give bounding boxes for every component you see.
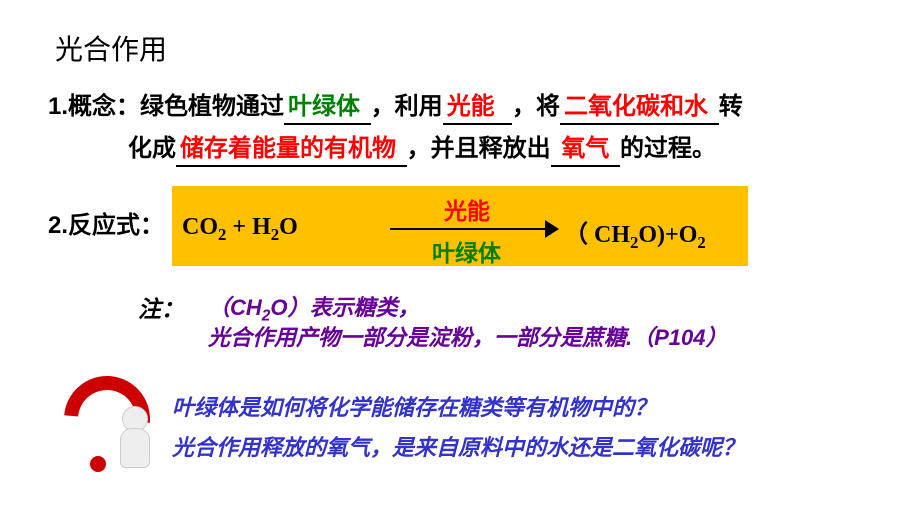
concept-t1: 绿色植物通过	[140, 93, 284, 120]
note-line-2: 光合作用产物一部分是淀粉，一部分是蔗糖.（P104）	[208, 320, 728, 352]
reaction-arrow-line	[390, 228, 550, 230]
concept-line-1: 1.概念：绿色植物通过叶绿体 ，利用光能 ，将二氧化碳和水 转	[48, 86, 743, 125]
blank-co2-water: 二氧化碳和水	[564, 93, 708, 120]
blank-light-energy: 光能	[447, 93, 495, 120]
question-mark-icon	[50, 376, 160, 476]
question-2: 光合作用释放的氧气，是来自原料中的水还是二氧化碳呢？	[172, 430, 744, 462]
concept-t3: ，将	[512, 93, 560, 120]
page-title: 光合作用	[55, 28, 167, 68]
question-1: 叶绿体是如何将化学能储存在糖类等有机物中的？	[172, 390, 656, 422]
arrow-condition-light: 光能	[444, 192, 490, 226]
arrow-condition-chloroplast: 叶绿体	[432, 234, 501, 268]
blank-oxygen: 氧气	[561, 135, 609, 162]
concept-t5: 化成	[128, 135, 176, 162]
concept-t4: 转	[719, 93, 743, 120]
concept-t6: ，并且释放出	[407, 135, 551, 162]
concept-t7: 的过程。	[620, 135, 716, 162]
equation-products: （ CH2O)+O2	[564, 214, 706, 253]
reaction-label: 2.反应式：	[48, 205, 164, 240]
concept-prefix: 1.概念：	[48, 93, 140, 120]
concept-line-2: 化成储存着能量的有机物 ，并且释放出 氧气 的过程。	[128, 128, 716, 167]
note-label: 注：	[138, 290, 184, 324]
reaction-arrow-head	[545, 220, 559, 238]
blank-organic: 储存着能量的有机物	[180, 135, 396, 162]
blank-chloroplast: 叶绿体	[288, 93, 360, 120]
equation-reactants: CO2 + H2O	[182, 214, 298, 245]
concept-t2: ，利用	[371, 93, 443, 120]
